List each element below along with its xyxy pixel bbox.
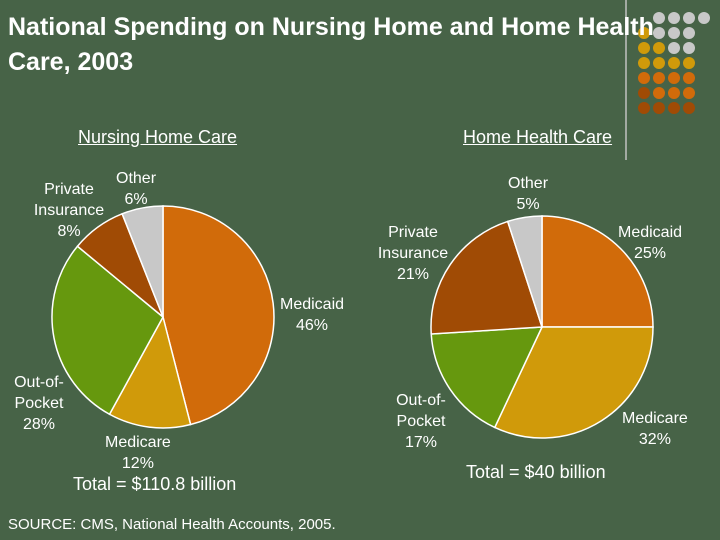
decorative-dot [668, 42, 680, 54]
chart-title-home-health: Home Health Care [463, 127, 613, 147]
decorative-dot [638, 87, 650, 99]
decorative-divider [625, 0, 627, 160]
pie-slice-hh-medicaid [541, 215, 654, 328]
pie-slice-nh-medicaid [162, 205, 275, 426]
pie-slice-hh-private-insurance [430, 220, 544, 335]
decorative-dot [653, 42, 665, 54]
decorative-dot [668, 57, 680, 69]
label-hh-out-of-pocket: Out-of-Pocket 17% [396, 392, 446, 451]
decorative-dot [698, 12, 710, 24]
page-title: National Spending on Nursing Home and Ho… [8, 13, 654, 76]
chart-title-nursing-home: Nursing Home Care [78, 127, 238, 147]
decorative-dot [653, 27, 665, 39]
decorative-dot [653, 87, 665, 99]
decorative-dot [653, 102, 665, 114]
decorative-dot [668, 12, 680, 24]
decorative-dot [653, 57, 665, 69]
decorative-dot [638, 27, 650, 39]
decorative-dot [668, 102, 680, 114]
decorative-dot [638, 57, 650, 69]
decorative-dot [683, 87, 695, 99]
label-hh-other: Other 5% [508, 175, 549, 213]
decorative-dot [638, 72, 650, 84]
decorative-dot [668, 27, 680, 39]
pie-slice-hh-out-of-pocket [430, 326, 544, 429]
decorative-dot [683, 102, 695, 114]
pie-slice-nh-out-of-pocket [51, 245, 164, 416]
decorative-dot [683, 72, 695, 84]
decorative-dot [683, 12, 695, 24]
decorative-dot [638, 102, 650, 114]
total-nursing-home: Total = $110.8 billion [73, 474, 237, 494]
total-home-health: Total = $40 billion [466, 462, 606, 482]
decorative-dot [683, 27, 695, 39]
decorative-dot [683, 57, 695, 69]
decorative-dot [683, 42, 695, 54]
decorative-dot [653, 72, 665, 84]
label-nh-medicare: Medicare 12% [105, 434, 171, 472]
decorative-dot [653, 12, 665, 24]
label-nh-private-insurance: Private Insurance 8% [33, 181, 105, 240]
label-hh-private-insurance: Private Insurance 21% [377, 224, 449, 283]
label-hh-medicare: Medicare 32% [622, 410, 688, 448]
label-nh-out-of-pocket: Out-of-Pocket 28% [14, 374, 64, 433]
pie-slice-hh-medicare [493, 326, 654, 439]
pie-slice-nh-other [121, 205, 164, 318]
label-nh-other: Other 6% [116, 170, 157, 208]
decorative-dot [668, 72, 680, 84]
decorative-dots [638, 12, 710, 114]
pie-slice-hh-other [506, 215, 543, 328]
decorative-dot [668, 87, 680, 99]
label-nh-medicaid: Medicaid 46% [280, 296, 345, 334]
decorative-dot [638, 42, 650, 54]
pie-slice-nh-medicare [108, 314, 192, 429]
label-hh-medicaid: Medicaid 25% [618, 224, 683, 262]
source-note: SOURCE: CMS, National Health Accounts, 2… [8, 516, 336, 533]
